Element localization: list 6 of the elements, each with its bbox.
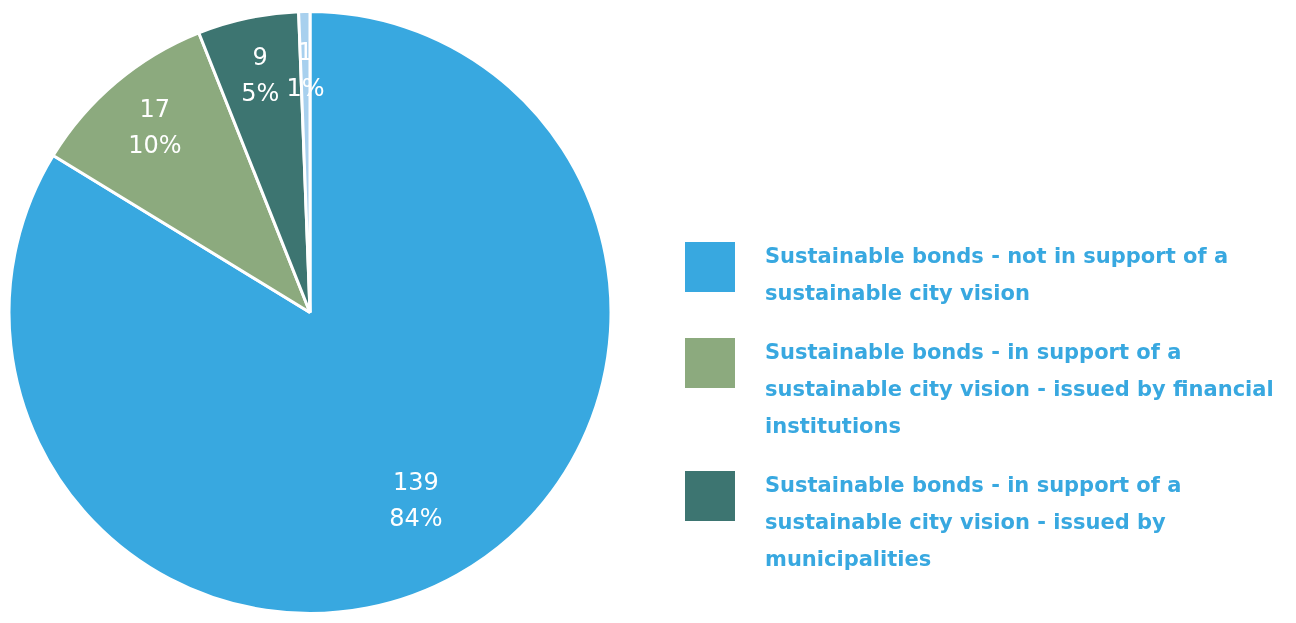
data-label: 9 5% xyxy=(241,43,280,108)
legend-label: Sustainable bonds - in support of a sustainable city vision - issued by municipalities xyxy=(765,472,1183,573)
data-label: 139 84% xyxy=(389,467,443,532)
legend-label: Sustainable bonds - not in support of a sustainable city vision xyxy=(765,243,1230,307)
legend-label: Sustainable bonds - in support of a sustainable city vision - issued by financial institutions xyxy=(765,339,1275,440)
data-label: 17 10% xyxy=(128,94,182,159)
